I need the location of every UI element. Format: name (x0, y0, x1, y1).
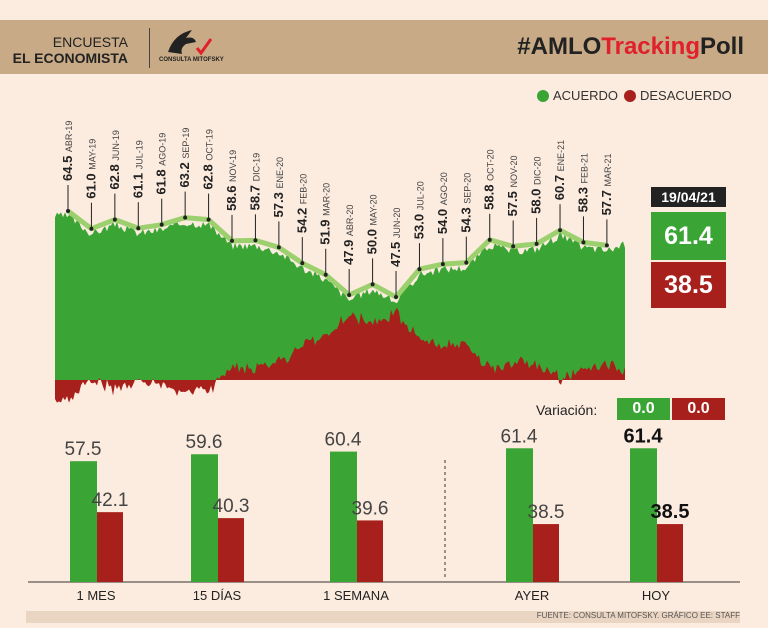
data-point (417, 267, 422, 272)
bar-category-label: 1 MES (76, 588, 115, 603)
data-point (253, 238, 258, 243)
current-date: 19/04/21 (651, 187, 726, 207)
point-label: 58.6 NOV-19 (224, 150, 239, 211)
legend-label: DESACUERDO (640, 88, 732, 103)
data-point (300, 261, 305, 266)
header-bar (0, 20, 768, 74)
bar-label-acuerdo: 59.6 (186, 432, 223, 453)
data-point (183, 215, 188, 220)
bar-label-acuerdo: 61.4 (501, 426, 538, 447)
data-point (534, 241, 539, 246)
bar-desacuerdo (657, 524, 683, 582)
acuerdo-trend-line (66, 209, 608, 300)
point-label: 58.7 DIC-19 (247, 153, 262, 210)
data-point (370, 282, 375, 287)
header-encuesta: ENCUESTA (52, 34, 128, 50)
bar-category-label: 1 SEMANA (323, 588, 389, 603)
bar-acuerdo (330, 451, 357, 582)
point-label: 62.8 OCT-19 (201, 129, 216, 189)
variacion-label: Variación: (536, 402, 598, 418)
point-label: 51.9 MAR-20 (318, 183, 333, 245)
red-dot-icon (624, 89, 636, 102)
data-point (558, 228, 563, 233)
point-label: 60.7 ENE-21 (552, 140, 567, 200)
bar-acuerdo (630, 448, 657, 582)
point-label: 61.8 AGO-19 (154, 133, 169, 195)
bar-label-acuerdo: 61.4 (624, 425, 664, 447)
point-label: 57.3 ENE-20 (271, 157, 286, 217)
point-label: 58.3 FEB-21 (575, 153, 590, 212)
data-point (136, 226, 141, 231)
point-label: 64.5 ABR-19 (60, 121, 75, 181)
bar-category-label: 15 DÍAS (193, 588, 242, 603)
bar-acuerdo (70, 461, 97, 582)
point-label: 50.0 MAY-20 (365, 194, 380, 254)
bar-label-desacuerdo: 42.1 (92, 490, 129, 511)
point-label: 58.0 DIC-20 (529, 156, 544, 213)
data-point (89, 226, 94, 231)
data-point (347, 292, 352, 297)
data-point (112, 217, 117, 222)
bar-label-desacuerdo: 38.5 (528, 502, 565, 523)
data-point (440, 262, 445, 267)
data-point (581, 240, 586, 245)
data-point (323, 272, 328, 277)
header-divider (149, 28, 150, 68)
acuerdo-area (55, 212, 625, 380)
point-label: 54.2 FEB-20 (294, 174, 309, 233)
bar-category-label: HOY (642, 588, 671, 603)
point-label: 61.1 JUL-19 (130, 140, 145, 198)
desacuerdo-area (55, 307, 625, 403)
point-label: 63.2 SEP-19 (177, 128, 192, 188)
bar-acuerdo (506, 448, 533, 582)
point-label: 62.8 JUN-19 (107, 130, 122, 189)
mitofsky-logo-icon (168, 30, 213, 56)
bar-label-desacuerdo: 39.6 (352, 498, 389, 519)
logo-text: CONSULTA MITOFSKY (159, 57, 224, 63)
variacion-acuerdo: 0.0 (617, 398, 670, 420)
bar-desacuerdo (97, 512, 123, 582)
green-dot-icon (537, 89, 549, 102)
point-label: 53.0 JUL-20 (411, 181, 426, 239)
current-desacuerdo: 38.5 (651, 262, 726, 308)
data-point (206, 217, 211, 222)
bar-desacuerdo (357, 520, 383, 582)
data-point (230, 238, 235, 243)
point-label: 57.5 NOV-20 (505, 155, 520, 216)
bar-acuerdo (191, 454, 218, 582)
point-label: 57.7 MAR-21 (599, 153, 614, 215)
legend-desacuerdo: DESACUERDO (624, 88, 732, 103)
data-point (159, 222, 164, 227)
bar-desacuerdo (533, 524, 559, 582)
data-point (276, 245, 281, 250)
point-label: 54.3 SEP-20 (458, 173, 473, 233)
point-label: 47.5 JUN-20 (388, 208, 403, 267)
legend-label: ACUERDO (553, 88, 619, 103)
point-label: 54.0 AGO-20 (435, 172, 450, 234)
header-el-economista: EL ECONOMISTA (12, 50, 128, 66)
bar-desacuerdo (218, 518, 244, 582)
data-point (66, 209, 70, 213)
current-acuerdo: 61.4 (651, 212, 726, 260)
point-label: 58.8 OCT-20 (482, 149, 497, 209)
legend-acuerdo: ACUERDO (537, 88, 618, 103)
data-point (394, 295, 399, 300)
point-label: 47.9 ABR-20 (341, 205, 356, 265)
variacion-desacuerdo: 0.0 (672, 398, 725, 420)
data-point (487, 237, 492, 242)
bar-label-acuerdo: 57.5 (65, 439, 102, 460)
data-point (464, 260, 469, 265)
point-label: 61.0 MAY-19 (83, 139, 98, 199)
bar-category-label: AYER (515, 588, 549, 603)
bar-label-desacuerdo: 38.5 (651, 501, 690, 523)
data-point (604, 243, 609, 248)
bar-label-desacuerdo: 40.3 (213, 496, 250, 517)
hashtag-title: #AMLOTrackingPoll (517, 33, 744, 60)
data-point (511, 244, 516, 249)
footer-source: FUENTE: CONSULTA MITOFSKY. GRÁFICO EE: S… (26, 611, 740, 623)
bar-label-acuerdo: 60.4 (325, 430, 362, 451)
